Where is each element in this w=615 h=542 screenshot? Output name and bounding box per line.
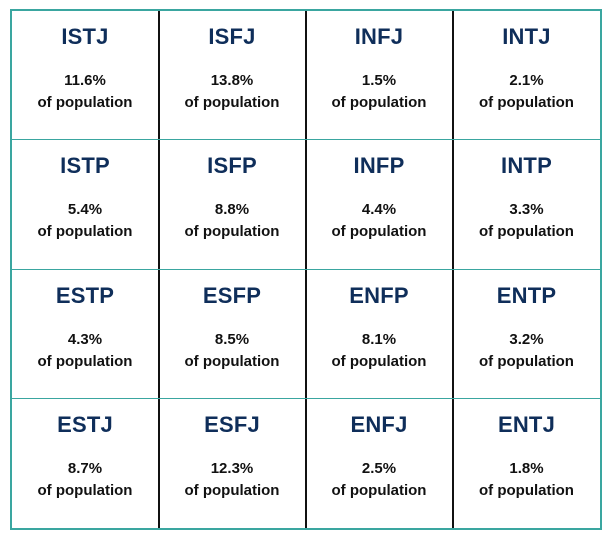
type-percent: 3.3% [509, 201, 544, 219]
type-percent: 3.2% [509, 330, 544, 348]
type-code: INFJ [354, 24, 404, 49]
type-percent: 12.3% [210, 459, 254, 477]
type-percent: 1.8% [509, 459, 544, 477]
type-percent: 2.5% [361, 459, 397, 477]
type-percent: 8.5% [214, 330, 250, 348]
type-code: ESFJ [204, 411, 260, 437]
type-code: ESTP [55, 282, 115, 308]
population-label: of population [184, 94, 280, 111]
population-label: of population [479, 481, 574, 499]
type-cell-isfj: ISFJ 13.8% of population [158, 11, 306, 141]
type-percent: 4.4% [361, 201, 397, 219]
type-cell-enfj: ENFJ 2.5% of population [305, 398, 453, 529]
type-percent: 2.1% [509, 72, 544, 89]
type-cell-entp: ENTP 3.2% of population [452, 269, 600, 399]
population-label: of population [331, 481, 427, 499]
type-cell-istj: ISTJ 11.6% of population [12, 11, 159, 141]
type-percent: 11.6% [64, 72, 106, 89]
type-percent: 5.4% [67, 201, 103, 219]
population-label: of population [479, 223, 574, 241]
type-code: ENFJ [350, 411, 408, 437]
type-code: ISTP [60, 153, 110, 179]
type-code: INFP [353, 153, 405, 179]
type-code: ENFP [349, 282, 409, 308]
personality-type-grid: ISTJ 11.6% of population ISFJ 13.8% of p… [10, 9, 602, 530]
population-label: of population [37, 481, 133, 499]
type-percent: 4.3% [67, 330, 103, 348]
type-code: ENTP [496, 282, 557, 308]
population-label: of population [331, 223, 427, 241]
type-cell-intp: INTP 3.3% of population [452, 140, 600, 270]
population-label: of population [331, 352, 427, 370]
type-code: INTP [501, 153, 552, 179]
type-percent: 8.7% [67, 459, 103, 477]
type-percent: 1.5% [361, 72, 397, 89]
type-code: ISFJ [208, 24, 256, 49]
type-cell-entj: ENTJ 1.8% of population [452, 398, 600, 529]
type-cell-enfp: ENFP 8.1% of population [305, 269, 453, 399]
type-cell-esfj: ESFJ 12.3% of population [158, 398, 306, 529]
population-label: of population [479, 352, 574, 370]
type-cell-infj: INFJ 1.5% of population [305, 11, 453, 141]
population-label: of population [37, 223, 133, 241]
population-label: of population [184, 223, 280, 241]
population-label: of population [331, 94, 427, 111]
type-cell-estj: ESTJ 8.7% of population [12, 398, 159, 528]
population-label: of population [184, 481, 280, 499]
type-percent: 8.8% [214, 201, 250, 219]
type-cell-esfp: ESFP 8.5% of population [158, 269, 306, 399]
type-cell-estp: ESTP 4.3% of population [12, 269, 159, 399]
type-code: ISTJ [61, 24, 109, 49]
population-label: of population [37, 352, 133, 370]
type-code: ISFP [207, 153, 257, 179]
type-code: ESFP [202, 282, 262, 308]
type-percent: 8.1% [361, 330, 397, 348]
type-cell-infp: INFP 4.4% of population [305, 140, 453, 270]
type-code: ENTJ [497, 411, 556, 437]
population-label: of population [184, 352, 280, 370]
type-code: INTJ [502, 24, 551, 49]
type-cell-istp: ISTP 5.4% of population [12, 140, 159, 270]
type-cell-intj: INTJ 2.1% of population [452, 11, 600, 141]
population-label: of population [37, 94, 133, 111]
type-code: ESTJ [57, 411, 113, 437]
type-cell-isfp: ISFP 8.8% of population [158, 140, 306, 270]
type-percent: 13.8% [210, 72, 254, 89]
population-label: of population [479, 94, 574, 111]
